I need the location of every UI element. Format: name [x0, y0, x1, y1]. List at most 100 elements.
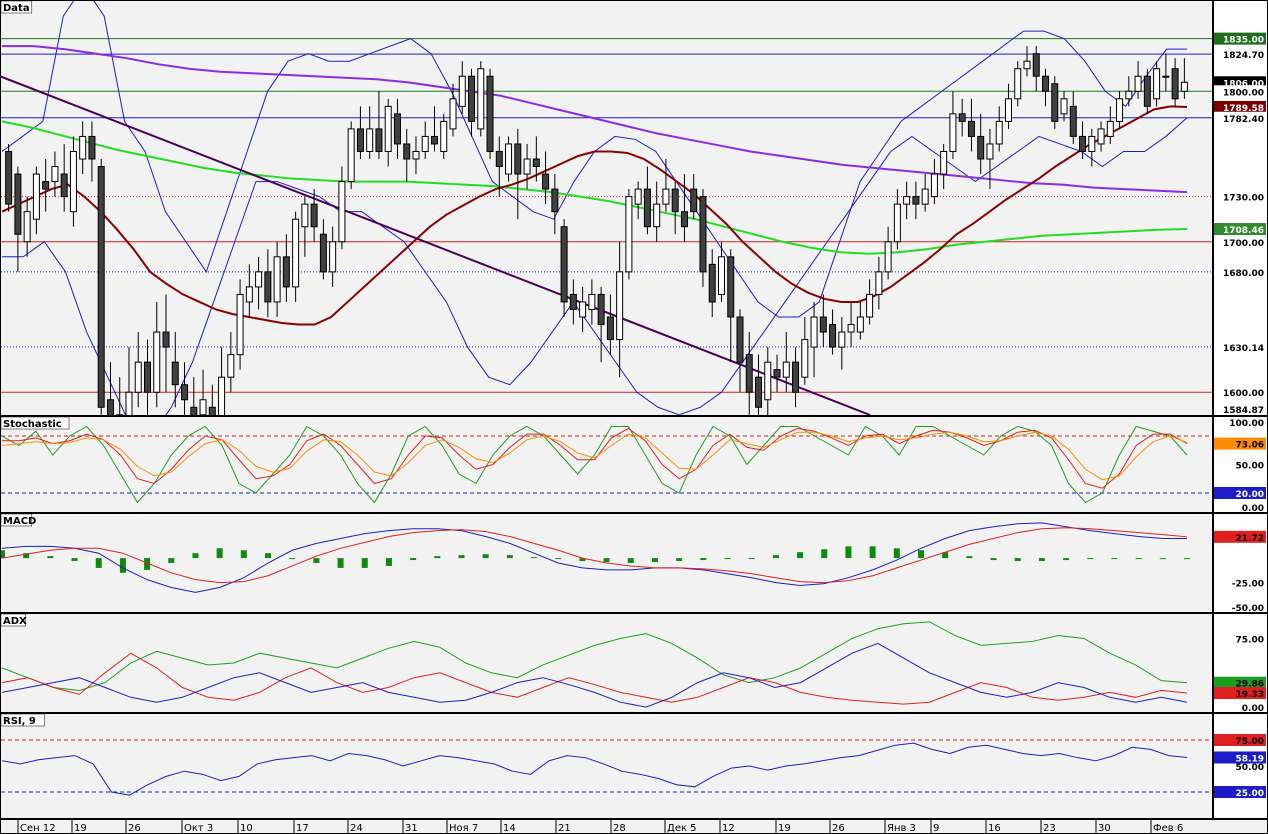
- candle: [1051, 76, 1059, 129]
- candle: [5, 143, 13, 212]
- candle: [32, 166, 40, 235]
- price-marker: [1214, 530, 1266, 543]
- macd-histogram-bar: [361, 558, 368, 568]
- candle-body: [412, 150, 420, 160]
- candle: [1088, 128, 1096, 167]
- candle-body: [1116, 98, 1124, 122]
- price-marker: [1214, 32, 1266, 45]
- candle-body: [699, 196, 707, 273]
- macd-histogram-bar: [1135, 558, 1142, 560]
- pane-title-box: [0, 513, 33, 527]
- series-line-2: [1, 642, 1188, 708]
- candle-body: [356, 128, 364, 152]
- date-label: 12: [722, 823, 735, 834]
- candle-body: [1069, 105, 1077, 137]
- pane-title-box: [0, 0, 33, 14]
- candle-body: [171, 361, 179, 386]
- candle: [829, 309, 837, 355]
- price-marker: [1214, 48, 1266, 61]
- date-label: 24: [350, 823, 363, 834]
- candle: [569, 279, 577, 325]
- candle-body: [495, 150, 503, 168]
- candle-body: [1134, 75, 1142, 92]
- pane-title: ADX: [3, 616, 27, 627]
- macd-histogram-bar: [724, 558, 731, 560]
- pane-title: RSI, 9: [3, 716, 36, 727]
- price-marker-label: 1782.40: [1223, 115, 1264, 125]
- pane-title: MACD: [3, 516, 36, 527]
- candle-body: [884, 241, 892, 273]
- series-line-0: [1, 621, 1188, 691]
- candle: [940, 143, 948, 190]
- date-label: Ноя 7: [449, 823, 478, 834]
- axis-tick-label: 100.00: [1229, 419, 1264, 429]
- candle: [97, 158, 105, 415]
- macd-histogram-bar: [748, 558, 755, 560]
- candle-body: [671, 188, 679, 213]
- candle-body: [542, 173, 550, 190]
- macd-histogram-bar: [289, 558, 296, 560]
- candle: [505, 136, 513, 182]
- candle: [764, 347, 772, 415]
- date-label: Янв 3: [887, 823, 916, 834]
- axis-tick-label: -25.00: [1232, 580, 1264, 590]
- candle-body: [1088, 135, 1096, 152]
- candle-body: [680, 211, 688, 228]
- candle: [680, 174, 688, 242]
- pane-title-box: [0, 416, 70, 430]
- candle: [347, 121, 355, 190]
- candle-body: [477, 68, 485, 130]
- price-marker: [1214, 76, 1266, 89]
- macd-histogram-bar: [1063, 558, 1070, 561]
- macd-histogram-bar: [119, 558, 126, 573]
- candle: [14, 166, 22, 272]
- candle-body: [866, 293, 874, 318]
- candle: [338, 166, 346, 250]
- candle: [1032, 46, 1040, 92]
- candle: [1116, 91, 1124, 129]
- macd-histogram-bar: [603, 558, 610, 563]
- price-marker: [1214, 751, 1266, 764]
- pane-3-content: [1, 621, 1188, 708]
- series-line-0: [1, 522, 1187, 593]
- candle-body: [69, 150, 77, 213]
- candle-body: [264, 271, 272, 303]
- candle: [236, 279, 244, 370]
- candle-body: [14, 173, 22, 235]
- candle-body: [97, 166, 105, 408]
- date-axis: [1, 820, 1267, 833]
- candle: [893, 189, 901, 250]
- candle-body: [51, 166, 59, 183]
- candle: [708, 249, 716, 317]
- candle-body: [1180, 81, 1188, 92]
- candle: [134, 332, 142, 408]
- price-marker: [1214, 437, 1266, 450]
- candle: [542, 151, 550, 205]
- macd-histogram-bar: [942, 552, 949, 559]
- macd-histogram-bar: [555, 558, 562, 560]
- pane-4-plot[interactable]: [1, 714, 1212, 818]
- candle: [634, 181, 642, 220]
- candle-body: [653, 203, 661, 228]
- macd-histogram-bar: [676, 558, 683, 562]
- price-marker-label: 73.06: [1236, 441, 1264, 451]
- candle: [736, 309, 744, 393]
- candle-body: [764, 361, 772, 401]
- candle-body: [523, 158, 531, 175]
- candle-body: [893, 203, 901, 243]
- candle-body: [514, 143, 522, 175]
- pane-1-plot[interactable]: [1, 417, 1212, 512]
- candle-body: [23, 211, 31, 243]
- candle-body: [606, 316, 614, 341]
- candle: [643, 166, 651, 235]
- candle-body: [199, 399, 207, 415]
- candle-body: [736, 316, 744, 363]
- candle-body: [162, 331, 170, 348]
- price-marker: [1214, 487, 1266, 499]
- pane-4-axis: [1214, 714, 1267, 818]
- price-marker-label: 29.86: [1236, 680, 1264, 690]
- candle: [486, 68, 494, 159]
- price-marker: [1214, 85, 1266, 98]
- candle-body: [301, 203, 309, 228]
